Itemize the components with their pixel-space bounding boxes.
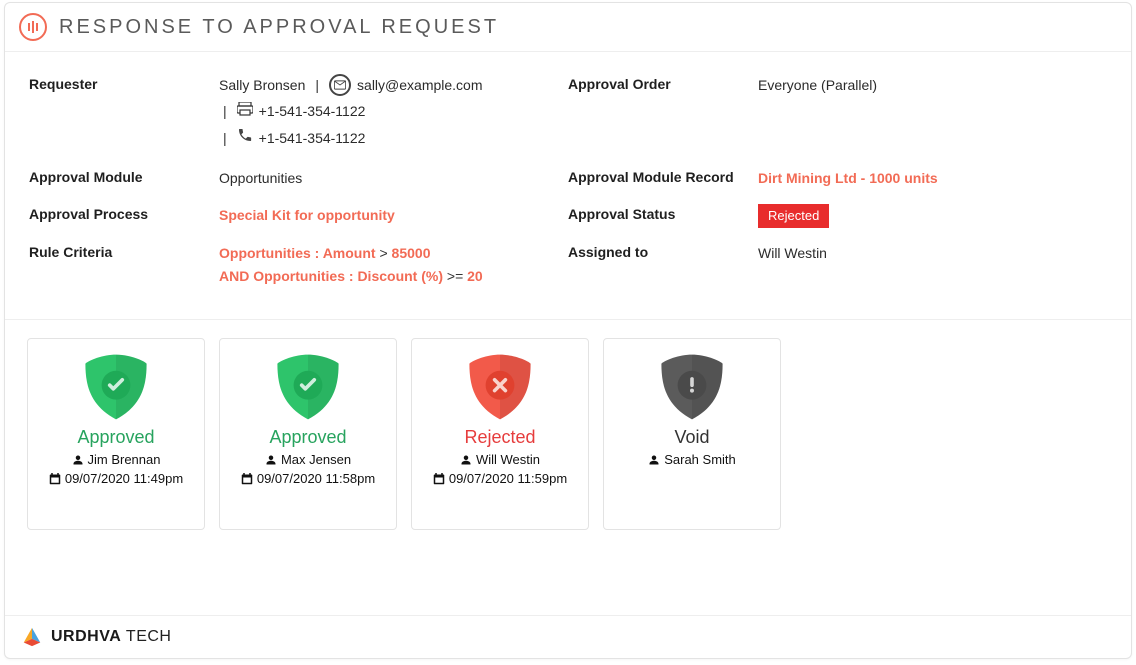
approval-card: RESPONSE TO APPROVAL REQUEST Requester S… [4,2,1132,659]
approval-process-label: Approval Process [29,204,219,229]
separator: | [315,74,319,96]
separator: | [223,100,227,122]
status-title: Approved [77,427,154,448]
assigned-to-label: Assigned to [568,242,758,287]
requester-fax: +1-541-354-1122 [259,100,366,122]
requester-label: Requester [29,74,219,149]
status-title: Approved [269,427,346,448]
status-title: Void [674,427,709,448]
rule-conj: AND [219,268,253,284]
approval-status-label: Approval Status [568,204,758,229]
rule-op: > [379,245,387,261]
rule-criteria-label: Rule Criteria [29,242,219,287]
rule-op: >= [447,268,463,284]
status-user: Sarah Smith [648,452,736,467]
approval-module-record-label: Approval Module Record [568,167,758,189]
brand-name: URDHVA TECH [51,628,171,646]
status-card: Void Sarah Smith [603,338,781,530]
separator: | [223,127,227,149]
status-card: Approved Max Jensen 09/07/2020 11:58pm [219,338,397,530]
requester-value: Sally Bronsen | sally@example.com | [219,74,483,149]
card-header: RESPONSE TO APPROVAL REQUEST [5,3,1131,52]
approval-module-label: Approval Module [29,167,219,189]
approval-module-record-link[interactable]: Dirt Mining Ltd - 1000 units [758,170,938,186]
assigned-to-value: Will Westin [758,242,827,287]
page-title: RESPONSE TO APPROVAL REQUEST [59,16,499,39]
status-card: Rejected Will Westin 09/07/2020 11:59pm [411,338,589,530]
approval-order-value: Everyone (Parallel) [758,74,877,149]
brand-logo-icon [21,626,43,648]
approval-process-link[interactable]: Special Kit for opportunity [219,207,395,223]
status-user: Will Westin [460,452,540,467]
brand-bold: URDHVA [51,628,121,645]
requester-name: Sally Bronsen [219,74,305,96]
fax-icon [237,100,253,122]
rule-criteria-value: Opportunities : Amount > 85000 AND Oppor… [219,242,483,287]
requester-phone: +1-541-354-1122 [259,127,366,149]
status-timestamp: 09/07/2020 11:59pm [433,471,567,486]
requester-email[interactable]: sally@example.com [357,74,482,96]
footer: URDHVA TECH [5,615,1131,658]
details-section: Requester Sally Bronsen | sally@example.… [5,52,1131,313]
approval-module-value: Opportunities [219,167,302,189]
approval-order-label: Approval Order [568,74,758,149]
rule-text: Opportunities : Amount [219,245,379,261]
status-title: Rejected [464,427,535,448]
rule-text: 85000 [388,245,431,261]
status-card: Approved Jim Brennan 09/07/2020 11:49pm [27,338,205,530]
brand-thin: TECH [121,628,171,645]
status-timestamp: 09/07/2020 11:49pm [49,471,183,486]
app-logo-icon [19,13,47,41]
status-user: Jim Brennan [72,452,161,467]
status-user: Max Jensen [265,452,351,467]
rule-text: 20 [463,268,482,284]
status-cards-row: Approved Jim Brennan 09/07/2020 11:49pm … [5,320,1131,550]
mail-icon [329,74,351,96]
status-timestamp: 09/07/2020 11:58pm [241,471,375,486]
phone-icon [237,127,253,149]
rule-text: Opportunities : Discount (%) [253,268,447,284]
status-badge: Rejected [758,204,829,229]
